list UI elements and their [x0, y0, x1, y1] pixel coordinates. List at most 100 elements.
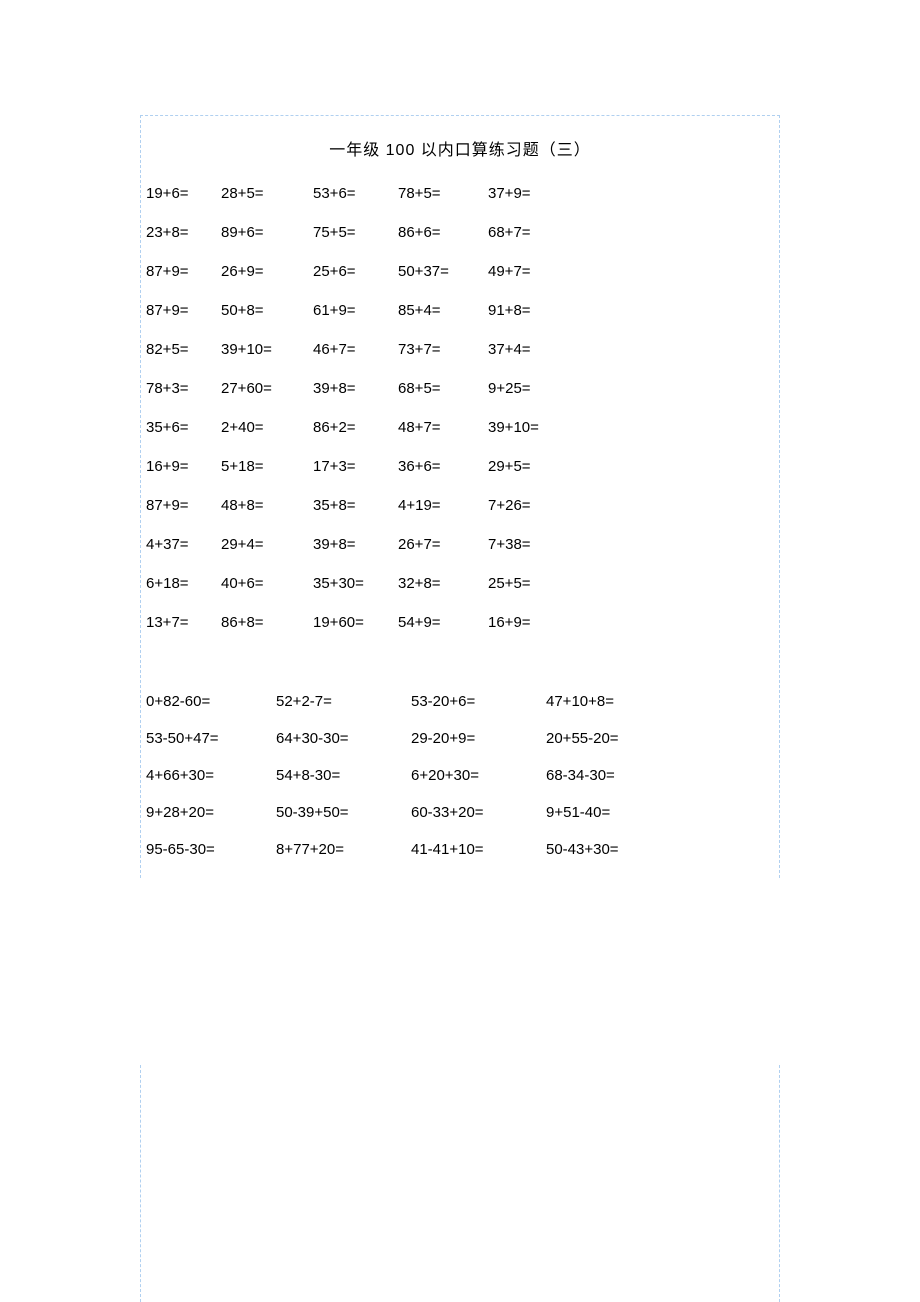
- problem-row: 87+9= 26+9= 25+6= 50+37= 49+7=: [146, 263, 779, 280]
- problem-cell: 87+9=: [146, 263, 221, 280]
- problem-cell: 54+8-30=: [276, 767, 411, 784]
- problem-cell: 87+9=: [146, 497, 221, 514]
- problem-cell: 20+55-20=: [546, 730, 681, 747]
- problem-cell: 39+8=: [313, 380, 398, 397]
- problem-cell: 16+9=: [146, 458, 221, 475]
- problem-cell: 32+8=: [398, 575, 488, 592]
- problem-cell: 54+9=: [398, 614, 488, 631]
- problem-row: 23+8= 89+6= 75+5= 86+6= 68+7=: [146, 224, 779, 241]
- problem-row: 0+82-60= 52+2-7= 53-20+6= 47+10+8=: [146, 693, 779, 710]
- problem-row: 95-65-30= 8+77+20= 41-41+10= 50-43+30=: [146, 841, 779, 858]
- problem-cell: 7+26=: [488, 497, 578, 514]
- problem-cell: 37+4=: [488, 341, 578, 358]
- problem-cell: 35+30=: [313, 575, 398, 592]
- problem-cell: 48+8=: [221, 497, 313, 514]
- problems-section-1: 19+6= 28+5= 53+6= 78+5= 37+9= 23+8= 89+6…: [141, 185, 779, 631]
- problem-cell: 50-39+50=: [276, 804, 411, 821]
- problem-cell: 61+9=: [313, 302, 398, 319]
- problem-cell: 29-20+9=: [411, 730, 546, 747]
- problem-cell: 26+7=: [398, 536, 488, 553]
- problem-cell: 19+60=: [313, 614, 398, 631]
- problem-cell: 26+9=: [221, 263, 313, 280]
- problem-cell: 41-41+10=: [411, 841, 546, 858]
- problem-cell: 64+30-30=: [276, 730, 411, 747]
- problem-cell: 40+6=: [221, 575, 313, 592]
- problem-cell: 6+20+30=: [411, 767, 546, 784]
- problem-cell: 16+9=: [488, 614, 578, 631]
- problem-cell: 53-20+6=: [411, 693, 546, 710]
- problem-cell: 68+7=: [488, 224, 578, 241]
- problem-cell: 75+5=: [313, 224, 398, 241]
- problem-cell: 36+6=: [398, 458, 488, 475]
- problem-cell: 47+10+8=: [546, 693, 681, 710]
- problem-row: 4+66+30= 54+8-30= 6+20+30= 68-34-30=: [146, 767, 779, 784]
- problem-cell: 78+5=: [398, 185, 488, 202]
- problem-cell: 39+8=: [313, 536, 398, 553]
- problem-cell: 6+18=: [146, 575, 221, 592]
- problem-cell: 91+8=: [488, 302, 578, 319]
- problem-cell: 48+7=: [398, 419, 488, 436]
- problem-cell: 60-33+20=: [411, 804, 546, 821]
- problem-cell: 86+2=: [313, 419, 398, 436]
- problem-cell: 9+28+20=: [146, 804, 276, 821]
- problem-cell: 86+8=: [221, 614, 313, 631]
- problem-row: 53-50+47= 64+30-30= 29-20+9= 20+55-20=: [146, 730, 779, 747]
- problems-section-2: 0+82-60= 52+2-7= 53-20+6= 47+10+8= 53-50…: [141, 693, 779, 858]
- problem-cell: 8+77+20=: [276, 841, 411, 858]
- problem-row: 87+9= 48+8= 35+8= 4+19= 7+26=: [146, 497, 779, 514]
- problem-cell: 4+19=: [398, 497, 488, 514]
- problem-row: 87+9= 50+8= 61+9= 85+4= 91+8=: [146, 302, 779, 319]
- problem-cell: 35+8=: [313, 497, 398, 514]
- bottom-border-region: [140, 1065, 780, 1302]
- problem-cell: 53-50+47=: [146, 730, 276, 747]
- problem-row: 16+9= 5+18= 17+3= 36+6= 29+5=: [146, 458, 779, 475]
- problem-cell: 25+5=: [488, 575, 578, 592]
- problem-row: 4+37= 29+4= 39+8= 26+7= 7+38=: [146, 536, 779, 553]
- problem-cell: 19+6=: [146, 185, 221, 202]
- problem-cell: 39+10=: [221, 341, 313, 358]
- problem-cell: 28+5=: [221, 185, 313, 202]
- problem-cell: 46+7=: [313, 341, 398, 358]
- problem-cell: 82+5=: [146, 341, 221, 358]
- problem-cell: 2+40=: [221, 419, 313, 436]
- problem-cell: 0+82-60=: [146, 693, 276, 710]
- worksheet-page: 一年级 100 以内口算练习题（三） 19+6= 28+5= 53+6= 78+…: [140, 115, 780, 878]
- problem-cell: 68+5=: [398, 380, 488, 397]
- problem-cell: 85+4=: [398, 302, 488, 319]
- problem-row: 82+5= 39+10= 46+7= 73+7= 37+4=: [146, 341, 779, 358]
- problem-cell: 86+6=: [398, 224, 488, 241]
- problem-cell: 95-65-30=: [146, 841, 276, 858]
- problem-cell: 87+9=: [146, 302, 221, 319]
- problem-row: 9+28+20= 50-39+50= 60-33+20= 9+51-40=: [146, 804, 779, 821]
- problem-row: 78+3= 27+60= 39+8= 68+5= 9+25=: [146, 380, 779, 397]
- problem-cell: 29+5=: [488, 458, 578, 475]
- problem-cell: 13+7=: [146, 614, 221, 631]
- problem-cell: 4+66+30=: [146, 767, 276, 784]
- problem-cell: 27+60=: [221, 380, 313, 397]
- problem-cell: 9+25=: [488, 380, 578, 397]
- problem-cell: 89+6=: [221, 224, 313, 241]
- problem-cell: 29+4=: [221, 536, 313, 553]
- problem-cell: 9+51-40=: [546, 804, 681, 821]
- problem-row: 13+7= 86+8= 19+60= 54+9= 16+9=: [146, 614, 779, 631]
- page-title: 一年级 100 以内口算练习题（三）: [141, 136, 779, 160]
- problem-cell: 50+37=: [398, 263, 488, 280]
- section-spacer: [141, 653, 779, 693]
- problem-cell: 25+6=: [313, 263, 398, 280]
- problem-cell: 5+18=: [221, 458, 313, 475]
- problem-cell: 35+6=: [146, 419, 221, 436]
- problem-cell: 23+8=: [146, 224, 221, 241]
- problem-cell: 73+7=: [398, 341, 488, 358]
- problem-cell: 17+3=: [313, 458, 398, 475]
- problem-cell: 37+9=: [488, 185, 578, 202]
- problem-row: 19+6= 28+5= 53+6= 78+5= 37+9=: [146, 185, 779, 202]
- problem-cell: 68-34-30=: [546, 767, 681, 784]
- problem-row: 6+18= 40+6= 35+30= 32+8= 25+5=: [146, 575, 779, 592]
- problem-cell: 50+8=: [221, 302, 313, 319]
- problem-cell: 50-43+30=: [546, 841, 681, 858]
- problem-cell: 53+6=: [313, 185, 398, 202]
- problem-cell: 52+2-7=: [276, 693, 411, 710]
- problem-cell: 39+10=: [488, 419, 578, 436]
- problem-row: 35+6= 2+40= 86+2= 48+7= 39+10=: [146, 419, 779, 436]
- problem-cell: 78+3=: [146, 380, 221, 397]
